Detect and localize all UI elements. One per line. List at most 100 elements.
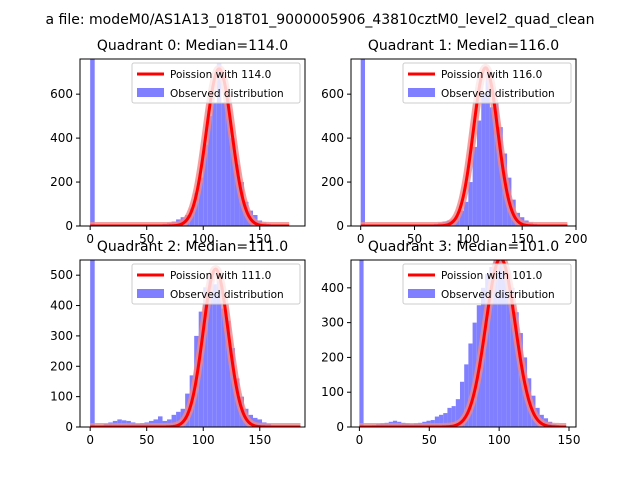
hist-bar	[468, 343, 473, 427]
plot-area	[356, 260, 570, 427]
hist-bar	[472, 146, 477, 226]
legend: Poission with 111.0 Observed distribution	[131, 263, 301, 305]
chart-quadrant-3: 0 50 100 150 0 100 200 300 400 Quadrant 3: Median…	[321, 239, 580, 447]
x-tick-label: 100	[488, 433, 511, 447]
hist-bar	[90, 260, 95, 427]
legend-label: Poission with 101.0	[441, 270, 542, 282]
legend: Poission with 101.0 Observed distribution	[402, 263, 572, 305]
hist-bar	[90, 59, 95, 226]
legend-label: Observed distribution	[441, 88, 555, 100]
hist-bar	[216, 63, 222, 226]
y-tick-label: 500	[50, 268, 73, 282]
y-tick-label: 400	[321, 281, 344, 295]
hist-bar	[460, 381, 465, 427]
hist-bar	[203, 144, 208, 226]
y-tick-label: 600	[50, 87, 73, 101]
hist-bar	[212, 102, 217, 226]
hist-bar	[468, 182, 473, 226]
legend-label: Poission with 116.0	[441, 69, 542, 81]
hist-bar	[514, 312, 519, 427]
legend-label: Observed distribution	[441, 289, 555, 301]
hist-bar	[489, 107, 495, 226]
y-tick-label: 100	[50, 390, 73, 404]
hist-bar	[171, 414, 177, 427]
hist-bar	[443, 413, 448, 427]
hist-bar	[506, 273, 511, 427]
y-tick-label: 0	[336, 420, 344, 434]
axes-frame	[350, 259, 577, 428]
poisson-curve	[89, 67, 291, 226]
chart-title: Quadrant 2: Median=111.0	[97, 239, 288, 255]
legend-bar-swatch	[408, 289, 435, 298]
hist-bar	[434, 416, 440, 427]
legend-bar-swatch	[137, 88, 164, 97]
hist-bar	[212, 284, 217, 427]
y-tick-label: 600	[321, 87, 344, 101]
hist-bar	[158, 416, 163, 427]
hist-bar	[497, 260, 502, 427]
y-tick-label: 0	[65, 420, 73, 434]
hist-bar	[207, 116, 213, 226]
x-tick-label: 0	[356, 433, 364, 447]
hist-bar	[194, 193, 199, 226]
axes-frame	[79, 259, 306, 428]
legend: Poission with 116.0 Observed distribution	[402, 62, 572, 104]
legend-bar-swatch	[137, 289, 164, 298]
hist-bar	[485, 74, 490, 226]
hist-bar	[501, 263, 507, 427]
chart-title: Quadrant 0: Median=114.0	[97, 38, 288, 54]
hist-bar	[451, 406, 456, 427]
hist-bar	[203, 287, 208, 427]
hist-bar	[464, 364, 469, 427]
hist-bar	[225, 94, 231, 226]
x-tick-label: 50	[139, 433, 154, 447]
x-tick-label: 150	[248, 433, 271, 447]
chart-quadrant-2: 0 50 100 150 0 100 200 300 400 500 Quadrant 2: Med…	[50, 239, 306, 447]
hist-bar	[230, 138, 235, 226]
x-tick-label: 100	[192, 433, 215, 447]
hist-bar	[216, 281, 222, 427]
x-tick-label: 100	[457, 232, 480, 246]
poisson-curve	[358, 260, 568, 427]
hist-bar	[494, 102, 499, 226]
legend-label: Poission with 111.0	[170, 270, 271, 282]
y-tick-label: 100	[321, 385, 344, 399]
y-tick-label: 0	[65, 219, 73, 233]
hist-bar	[455, 399, 461, 427]
hist-bar	[221, 102, 226, 226]
x-tick-label: 150	[558, 433, 581, 447]
chart-title: Quadrant 3: Median=101.0	[368, 239, 559, 255]
hist-bar	[489, 266, 494, 427]
x-tick-label: 0	[86, 433, 94, 447]
hist-bar	[360, 59, 365, 226]
chart-quadrant-0: 0 50 100 150 0 200 400 600 Quadrant 0: Median=11…	[50, 38, 306, 246]
hist-bar	[447, 407, 452, 427]
y-tick-label: 400	[321, 131, 344, 145]
chart-quadrant-1: 0 50 100 150 200 0 200 400 600 Quadrant 1: Median…	[321, 38, 587, 246]
y-tick-label: 200	[321, 175, 344, 189]
x-tick-label: 50	[407, 232, 422, 246]
x-tick-label: 100	[192, 232, 215, 246]
hist-bar	[485, 273, 490, 427]
y-tick-label: 200	[50, 175, 73, 189]
x-tick-label: 150	[248, 232, 271, 246]
hist-bar	[464, 201, 469, 226]
y-tick-label: 300	[50, 329, 73, 343]
hist-bar	[493, 260, 498, 427]
hist-bar	[234, 164, 240, 226]
x-tick-label: 200	[565, 232, 588, 246]
x-tick-label: 0	[357, 232, 365, 246]
x-tick-label: 0	[86, 232, 94, 246]
y-tick-label: 400	[50, 131, 73, 145]
axes-frame	[350, 58, 577, 227]
y-tick-label: 200	[50, 359, 73, 373]
hist-bar	[476, 120, 482, 226]
y-tick-label: 400	[50, 299, 73, 313]
axes-frame	[79, 58, 306, 227]
hist-bar	[207, 275, 213, 427]
hist-bar	[439, 414, 444, 427]
y-tick-label: 300	[321, 316, 344, 330]
y-tick-label: 0	[336, 219, 344, 233]
legend: Poission with 114.0 Observed distribution	[131, 62, 301, 104]
